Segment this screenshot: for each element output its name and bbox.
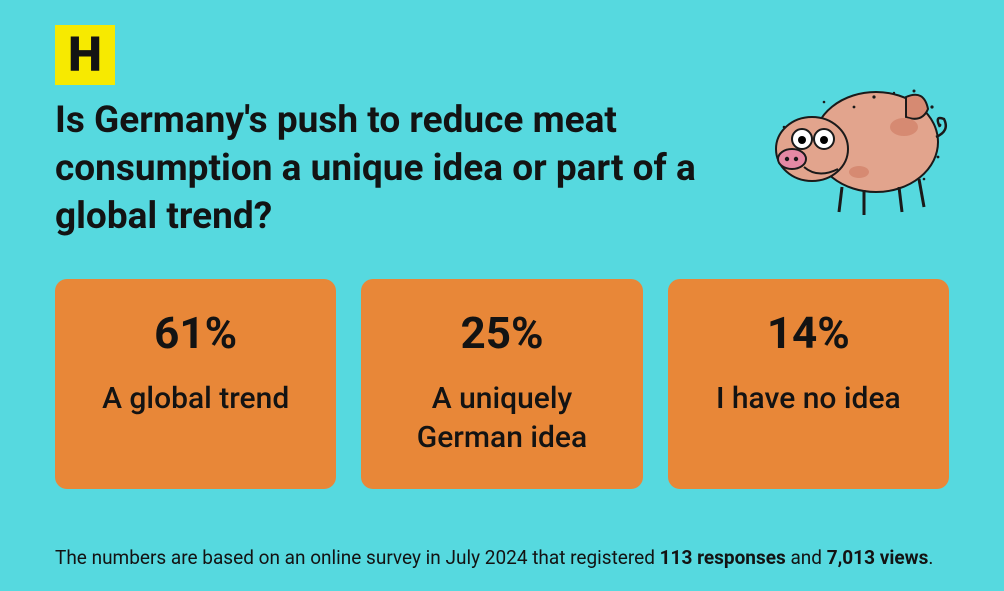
footnote-views: 7,013 views: [827, 546, 929, 569]
result-percent: 25%: [381, 307, 622, 359]
result-cards: 61% A global trend 25% A uniquely German…: [55, 279, 949, 489]
brand-logo-letter: H: [68, 31, 102, 79]
result-percent: 61%: [75, 307, 316, 359]
result-label: A uniquely German idea: [381, 379, 622, 457]
survey-footnote: The numbers are based on an online surve…: [55, 546, 949, 569]
result-card-no-idea: 14% I have no idea: [668, 279, 949, 489]
footnote-prefix: The numbers are based on an online surve…: [55, 546, 660, 569]
header-row: Is Germany's push to reduce meat consump…: [55, 97, 949, 241]
infographic-canvas: H Is Germany's push to reduce meat consu…: [0, 0, 1004, 591]
result-label: A global trend: [75, 379, 316, 418]
pig-illustration: [764, 67, 949, 226]
survey-question: Is Germany's push to reduce meat consump…: [55, 97, 744, 241]
result-card-german-idea: 25% A uniquely German idea: [361, 279, 642, 489]
result-percent: 14%: [688, 307, 929, 359]
brand-logo: H: [55, 25, 115, 85]
footnote-mid: and: [786, 546, 827, 569]
result-label: I have no idea: [688, 379, 929, 418]
footnote-suffix: .: [928, 546, 933, 569]
footnote-responses: 113 responses: [660, 546, 786, 569]
result-card-global-trend: 61% A global trend: [55, 279, 336, 489]
